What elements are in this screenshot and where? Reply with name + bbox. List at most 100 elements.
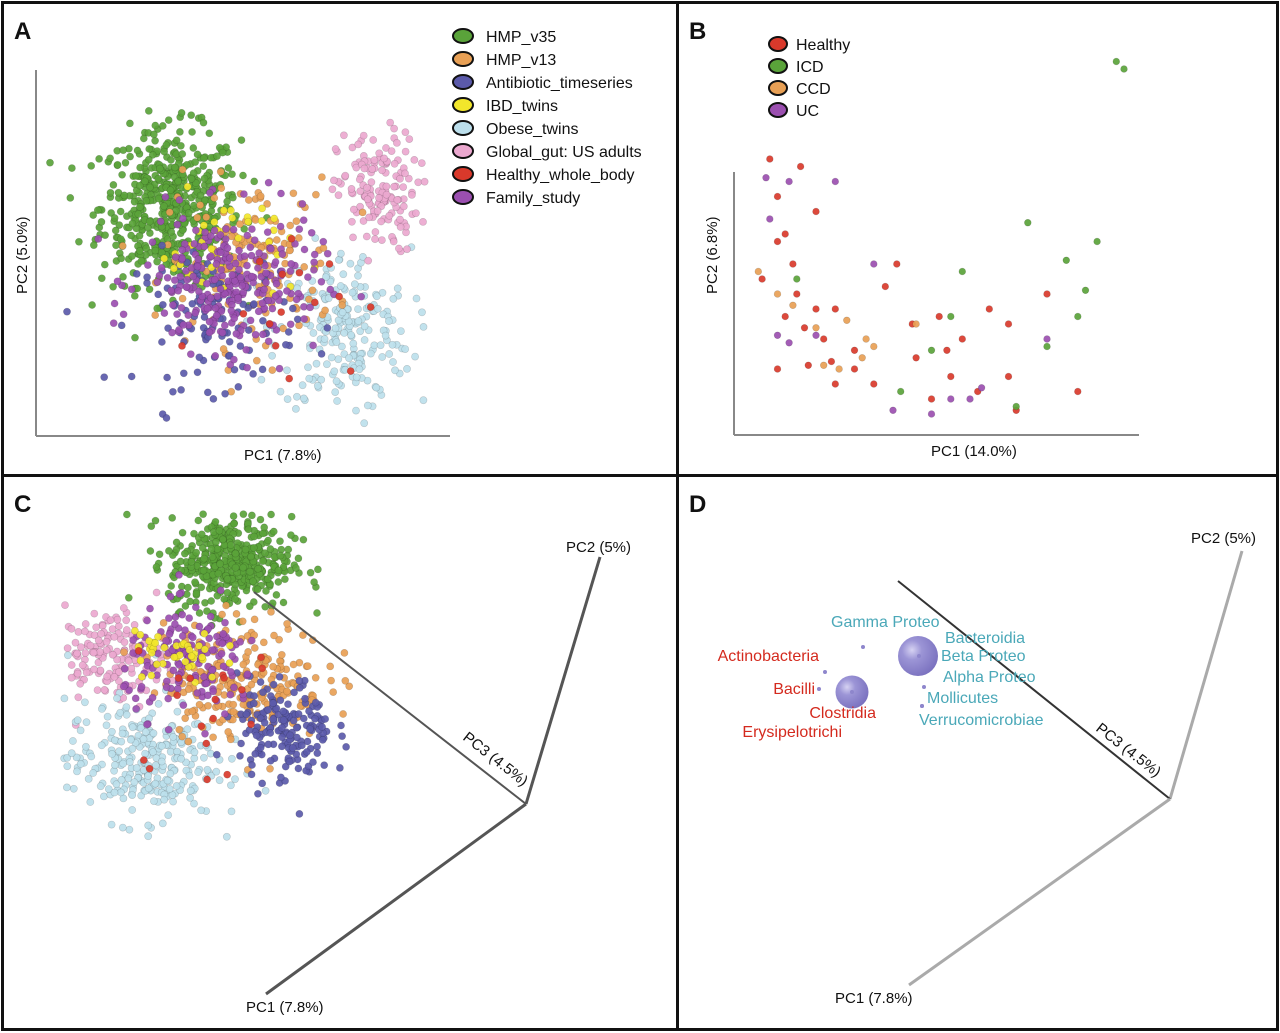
point-b-icd [1074,312,1082,321]
point-c-obese-twins [89,769,97,777]
point-c-hmp-v13 [222,601,230,610]
point-a-hmp-v13 [178,294,187,303]
point-c-obese-twins [183,725,192,734]
point-a-hmp-v35 [187,174,196,183]
panel-d-label: D [689,491,707,518]
point-c-hmp-v35 [279,598,288,607]
point-a-family-study [254,307,263,316]
point-c-hmp-v13 [178,732,187,741]
point-c-ibd-twins [154,632,162,641]
point-a-global-gut-us-adults [404,174,413,183]
point-c-ibd-twins [147,671,156,680]
point-c-obese-twins [110,788,119,797]
point-c-obese-twins [227,754,236,763]
point-b-icd [1112,57,1120,66]
point-c-family-study [132,704,140,713]
point-c-obese-twins [177,754,185,763]
point-a-hmp-v35 [131,171,140,180]
point-a-obese-twins [388,340,397,349]
point-a-hmp-v35 [149,130,158,139]
point-a-global-gut-us-adults [403,245,411,254]
point-c-hmp-v35 [146,547,155,555]
point-a-hmp-v35 [127,231,135,240]
point-c-antibiotic-timeseries [306,725,314,734]
point-c-obese-twins [154,699,163,708]
point-a-antibiotic-timeseries [249,300,258,308]
point-a-family-study [268,304,277,313]
chart-c-points [60,510,354,841]
point-a-hmp-v35 [176,141,185,150]
point-a-hmp-v35 [120,191,129,200]
point-a-family-study [156,217,165,226]
point-c-antibiotic-timeseries [313,749,322,758]
point-a-family-study [298,199,307,208]
point-a-family-study [230,314,239,323]
point-a-family-study [286,267,295,276]
point-a-ibd-twins [219,206,228,215]
point-c-ibd-twins [198,653,206,662]
point-c-hmp-v35 [214,569,223,578]
point-a-antibiotic-timeseries [281,340,290,349]
point-c-hmp-v35 [151,516,160,525]
point-c-family-study [125,686,133,695]
point-c-family-study [171,613,180,621]
point-b-ccd [912,320,920,328]
point-c-obese-twins [117,775,126,784]
point-c-ibd-twins [137,672,146,681]
point-c-hmp-v35 [212,538,220,546]
point-b-ccd [789,301,797,309]
point-c-obese-twins [222,832,231,841]
point-a-global-gut-us-adults [329,176,338,185]
point-b-ccd [773,290,782,298]
point-a-obese-twins [350,280,359,289]
point-a-hmp-v35 [182,160,191,169]
point-c-hmp-v35 [231,595,239,603]
point-a-ibd-twins [228,214,237,222]
point-a-hmp-v13 [165,208,174,217]
point-c-hmp-v35 [191,578,199,587]
point-c-ibd-twins [225,659,234,667]
point-c-obese-twins [84,774,93,783]
point-a-hmp-v35 [237,136,246,144]
point-a-antibiotic-timeseries [143,273,151,282]
point-b-ccd [858,354,866,362]
legend-a-label-antibiotic-timeseries: Antibiotic_timeseries [486,75,633,92]
chart-b: PC1 (14.0%) PC2 (6.8%) Healthy ICD CCD UC [704,36,1139,460]
chart-c-axis-pc3 [253,591,527,805]
point-a-family-study [309,265,318,274]
point-a-healthy-whole-body [278,270,287,279]
point-c-obese-twins [96,782,105,791]
point-a-global-gut-us-adults [339,131,348,140]
point-a-family-study [127,285,136,294]
point-c-hmp-v35 [266,545,275,553]
legend-a-swatch-hmp-v13 [452,51,474,67]
point-a-ibd-twins [270,214,279,223]
point-a-obese-twins [299,394,308,403]
point-a-family-study [260,285,268,294]
point-c-hmp-v35 [274,566,283,575]
point-c-global-gut-us-adults [120,638,129,647]
point-a-family-study [243,231,252,240]
point-c-hmp-v35 [286,531,295,539]
point-c-hmp-v35 [245,602,254,611]
point-c-obese-twins [76,726,85,735]
point-c-obese-twins [128,723,137,732]
point-a-antibiotic-timeseries [100,373,109,382]
point-c-global-gut-us-adults [94,636,103,645]
point-a-family-study [182,282,191,291]
point-b-icd [1081,286,1090,294]
point-c-hmp-v35 [249,543,258,552]
point-c-antibiotic-timeseries [281,762,290,771]
point-c-antibiotic-timeseries [321,715,330,723]
point-a-hmp-v35 [240,224,249,233]
point-c-global-gut-us-adults [81,649,90,657]
point-a-antibiotic-timeseries [230,365,239,374]
point-a-obese-twins [372,292,381,301]
point-a-ibd-twins [169,264,178,273]
point-c-family-study [216,586,225,595]
point-c-antibiotic-timeseries [302,748,311,756]
point-a-family-study [216,248,225,257]
point-c-global-gut-us-adults [73,669,82,678]
point-a-hmp-v35 [106,154,114,163]
point-b-icd [958,267,966,276]
